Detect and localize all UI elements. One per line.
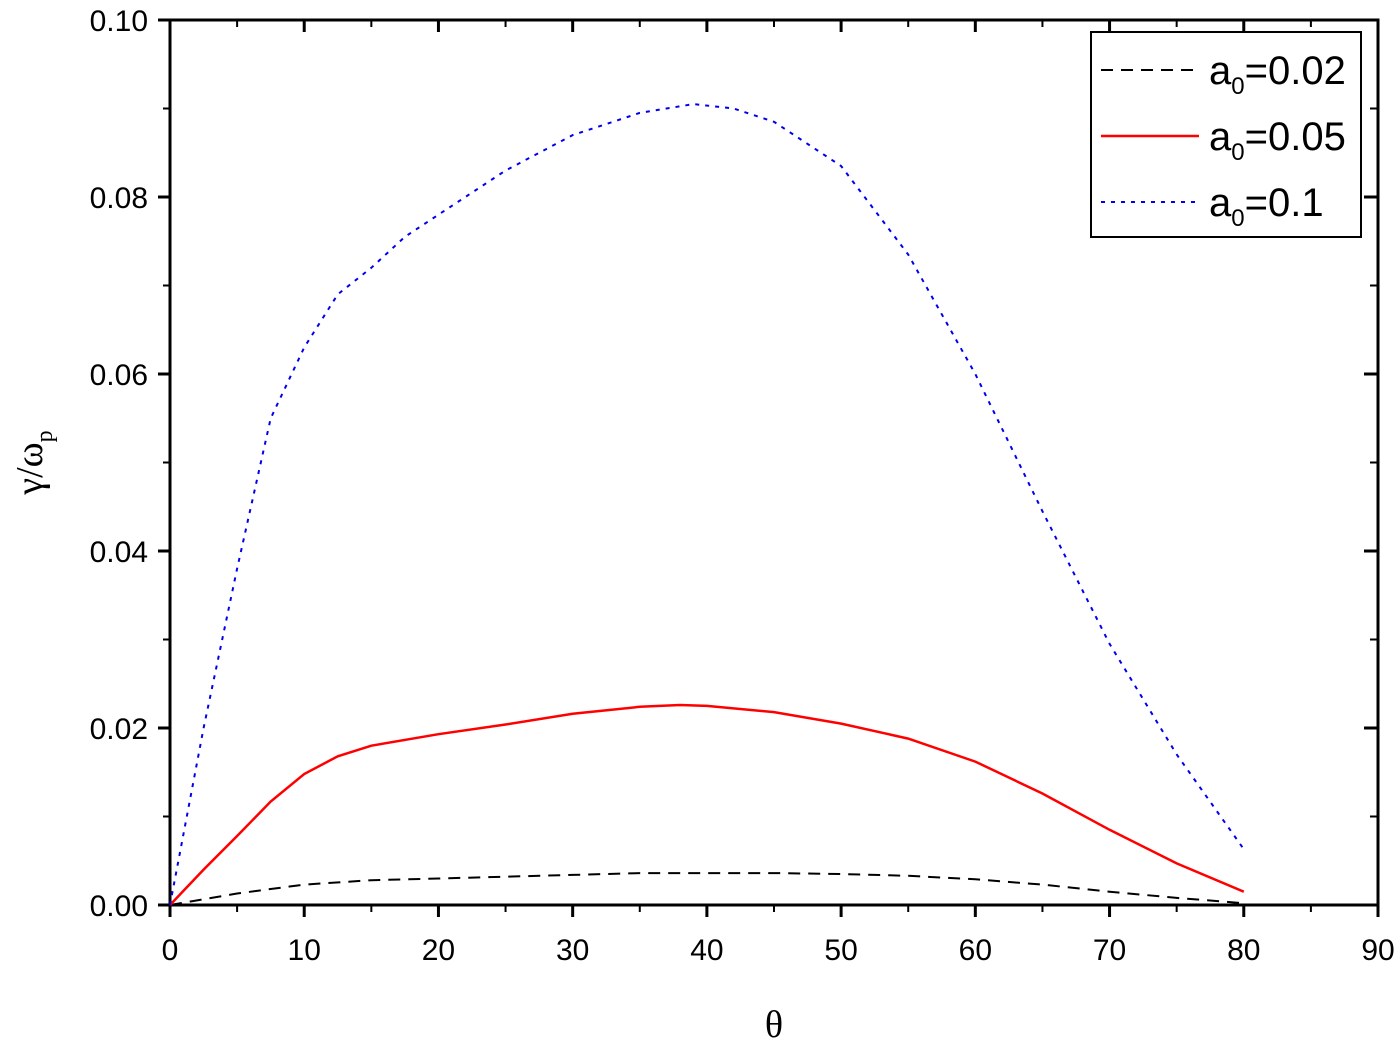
legend-label-0: a0=0.02	[1209, 49, 1346, 100]
y-tick-label: 0.06	[90, 359, 148, 392]
y-axis: 0.00 0.02 0.04 0.06 0.08 0.10	[90, 5, 1378, 923]
x-tick-label: 30	[556, 934, 589, 967]
x-tick-label: 70	[1093, 934, 1126, 967]
x-tick-label: 40	[690, 934, 723, 967]
series-line-1	[169, 703, 1245, 906]
y-tick-label: 0.00	[90, 890, 148, 923]
legend-label-1: a0=0.05	[1209, 115, 1346, 166]
y-tick-label: 0.04	[90, 536, 148, 569]
x-tick-label: 80	[1227, 934, 1260, 967]
y-tick-label: 0.02	[90, 713, 148, 746]
y-tick-label: 0.08	[90, 182, 148, 215]
x-axis: 0 10 20 30 40 50 60 70 80 90	[162, 20, 1395, 967]
legend-label-2: a0=0.1	[1209, 181, 1324, 232]
y-axis-title-main: γ/ω	[9, 442, 51, 495]
y-axis-title: γ/ωp	[9, 430, 58, 495]
y-tick-label: 0.10	[90, 5, 148, 38]
x-axis-title: θ	[765, 1004, 783, 1045]
series-layer	[169, 103, 1245, 906]
x-tick-label: 60	[959, 934, 992, 967]
x-tick-label: 0	[162, 934, 179, 967]
legend-box	[1090, 31, 1362, 238]
svg-text:γ/ωp: γ/ωp	[9, 430, 58, 495]
x-tick-label: 50	[824, 934, 857, 967]
legend: a0=0.02 a0=0.05 a0=0.1	[1090, 31, 1362, 238]
series-line-0	[169, 872, 1244, 906]
series-line-2	[169, 103, 1245, 906]
y-axis-title-sub: p	[32, 430, 58, 442]
x-tick-label: 90	[1361, 934, 1394, 967]
x-tick-label: 10	[288, 934, 321, 967]
x-tick-label: 20	[422, 934, 455, 967]
